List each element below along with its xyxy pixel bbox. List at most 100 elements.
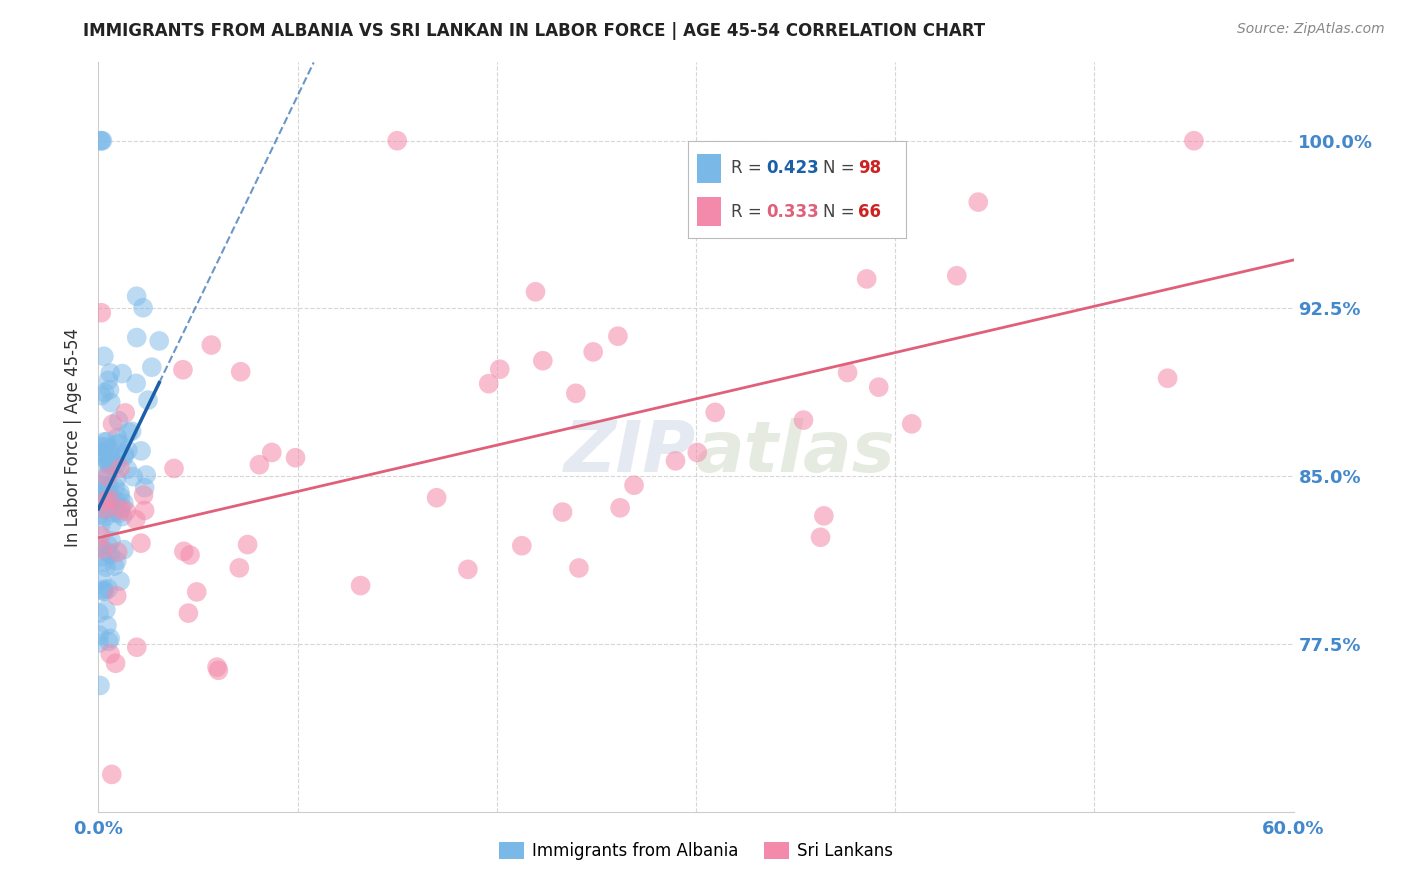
Point — [90, 529, 112, 543]
Point — [229, 365, 252, 379]
Point — [110, 502, 132, 516]
Point — [551, 505, 574, 519]
Point — [104, 657, 127, 671]
Point — [91, 446, 114, 460]
Point — [98, 366, 121, 380]
Point — [108, 485, 131, 500]
Point — [114, 406, 136, 420]
Point — [101, 417, 124, 431]
Point — [101, 516, 124, 531]
Point — [96, 490, 118, 504]
Point — [98, 383, 121, 397]
Point — [107, 414, 129, 428]
Point — [98, 547, 121, 561]
Point — [96, 544, 118, 558]
Point — [96, 434, 118, 449]
Point — [98, 632, 121, 646]
Point — [173, 544, 195, 558]
Point — [97, 538, 120, 552]
Point — [90, 518, 112, 533]
Point — [104, 480, 127, 494]
Point — [228, 561, 250, 575]
Point — [98, 492, 121, 507]
Point — [135, 468, 157, 483]
Legend: Immigrants from Albania, Sri Lankans: Immigrants from Albania, Sri Lankans — [492, 836, 900, 867]
Point — [105, 589, 128, 603]
Point — [90, 389, 112, 403]
Point — [93, 486, 115, 500]
Point — [98, 447, 121, 461]
Point — [94, 452, 117, 467]
Point — [96, 500, 118, 514]
Point — [97, 455, 120, 469]
Point — [94, 494, 117, 508]
Point — [1182, 134, 1205, 148]
Point — [90, 573, 112, 587]
Text: atlas: atlas — [696, 417, 896, 486]
Point — [93, 582, 115, 597]
Point — [97, 467, 120, 482]
Text: N =: N = — [823, 202, 860, 220]
Point — [609, 500, 631, 515]
Point — [837, 366, 859, 380]
Point — [89, 628, 111, 642]
Point — [89, 539, 111, 553]
Point — [89, 134, 111, 148]
Point — [94, 509, 117, 524]
Point — [91, 549, 114, 564]
Text: 0.423: 0.423 — [766, 160, 820, 178]
Point — [686, 445, 709, 459]
Point — [582, 345, 605, 359]
Point — [100, 395, 122, 409]
Point — [868, 380, 890, 394]
Point — [103, 559, 125, 574]
Point — [98, 647, 121, 661]
Point — [141, 360, 163, 375]
FancyBboxPatch shape — [696, 154, 720, 183]
FancyBboxPatch shape — [696, 197, 720, 226]
Point — [117, 443, 139, 458]
Point — [87, 636, 110, 650]
Text: ZIP: ZIP — [564, 417, 696, 486]
Point — [101, 454, 124, 468]
Point — [97, 373, 120, 387]
Point — [704, 405, 727, 419]
Point — [105, 472, 128, 486]
Point — [385, 134, 409, 148]
Point — [125, 376, 148, 391]
Point — [97, 458, 120, 472]
Point — [87, 508, 110, 523]
Point — [91, 486, 114, 500]
Text: 66: 66 — [858, 202, 882, 220]
Point — [200, 338, 222, 352]
Point — [967, 195, 990, 210]
Point — [125, 330, 148, 344]
Point — [488, 362, 510, 376]
Point — [247, 458, 270, 472]
Point — [284, 450, 307, 465]
Point — [87, 606, 110, 620]
Point — [236, 538, 259, 552]
Text: 98: 98 — [858, 160, 882, 178]
Text: N =: N = — [823, 160, 860, 178]
Point — [207, 663, 229, 677]
Point — [96, 618, 118, 632]
Point — [664, 454, 686, 468]
Point — [96, 470, 118, 484]
Point — [90, 306, 112, 320]
Point — [90, 542, 112, 557]
Point — [90, 134, 112, 148]
Point — [810, 530, 832, 544]
Point — [900, 417, 922, 431]
Point — [107, 545, 129, 559]
Point — [97, 634, 120, 648]
Y-axis label: In Labor Force | Age 45-54: In Labor Force | Age 45-54 — [65, 327, 83, 547]
Point — [94, 502, 117, 516]
Point — [93, 479, 115, 493]
Point — [792, 413, 814, 427]
Point — [172, 362, 194, 376]
Point — [524, 285, 547, 299]
Point — [132, 301, 155, 315]
Point — [98, 450, 121, 465]
Point — [94, 502, 117, 516]
